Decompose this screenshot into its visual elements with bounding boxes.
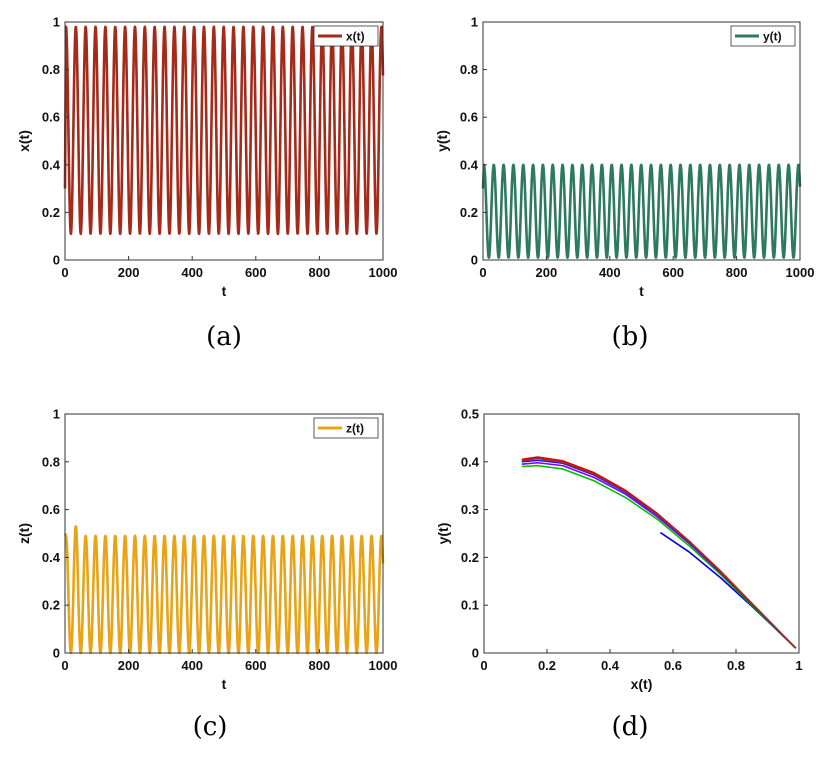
y-tick-label-a: 0 xyxy=(53,253,60,268)
axes-frame-a xyxy=(64,21,384,261)
x-tick-label-c: 800 xyxy=(309,658,331,673)
x-tick-label-a: 0 xyxy=(61,265,68,280)
x-tick-label-c: 0 xyxy=(61,658,68,673)
panel-b: 0 200 400 600 800 1000 0 0.2 0.4 0.6 0.8 1 t y(t) y(t)… xyxy=(418,0,837,381)
y-tick-label-a: 0.6 xyxy=(42,110,60,125)
legend-label-b: y(t) xyxy=(763,30,782,44)
legend-box-c xyxy=(313,417,379,439)
y-tick-label-c: 0 xyxy=(53,646,60,661)
chart-c-svg: 0 200 400 600 800 1000 0 0.2 0.4 0.6 0.8 1 t z(t) z(t) xyxy=(16,407,398,693)
x-tick-label-d: 0.4 xyxy=(601,658,620,673)
y-tick-label-b: 0.4 xyxy=(460,157,479,172)
y-tick-label-d: 0.2 xyxy=(461,550,479,565)
x-axis-label-a: t xyxy=(222,283,227,299)
x-tick-label-c: 1000 xyxy=(369,658,398,673)
y-axis-label-a: x(t) xyxy=(16,130,32,152)
x-tick-label-b: 200 xyxy=(536,265,558,280)
y-tick-label-d: 0.4 xyxy=(461,454,480,469)
y-axis-label-c: z(t) xyxy=(16,523,32,544)
chart-a-svg: 0 200 400 600 800 1000 0 0.2 0.4 0.6 0.8 1 t x(t) x(t) xyxy=(16,15,398,300)
y-tick-label-d: 0.1 xyxy=(461,598,479,613)
panel-d: 0 0.2 0.4 0.6 0.8 1 0 0.1 0.2 0.3 0.4 0.5 x(t) y(t) (… xyxy=(418,392,837,762)
y-tick-label-c: 1 xyxy=(53,407,60,422)
x-axis-label-b: t xyxy=(639,283,644,299)
x-tick-label-a: 1000 xyxy=(369,265,398,280)
x-tick-label-b: 1000 xyxy=(786,265,815,280)
x-tick-label-c: 400 xyxy=(181,658,203,673)
series-line-a-0 xyxy=(63,25,385,236)
y-tick-label-c: 0.2 xyxy=(42,598,60,613)
panel-a: 0 200 400 600 800 1000 0 0.2 0.4 0.6 0.8 1 t x(t) x(t)… xyxy=(0,0,418,381)
y-tick-label-a: 1 xyxy=(53,15,60,30)
x-tick-label-b: 600 xyxy=(662,265,684,280)
x-tick-label-b: 800 xyxy=(726,265,748,280)
x-axis-label-c: t xyxy=(222,676,227,692)
chart-d-svg: 0 0.2 0.4 0.6 0.8 1 0 0.1 0.2 0.3 0.4 0.5 x(t) y(t) xyxy=(435,407,803,693)
x-tick-label-d: 1 xyxy=(795,658,802,673)
x-tick-label-d: 0 xyxy=(480,658,487,673)
series-line-b-0 xyxy=(481,163,802,259)
chart-b-svg: 0 200 400 600 800 1000 0 0.2 0.4 0.6 0.8 1 t y(t) y(t) xyxy=(434,15,815,300)
y-axis-label-b: y(t) xyxy=(434,130,450,152)
y-tick-label-d: 0.5 xyxy=(461,407,479,422)
y-tick-label-c: 0.4 xyxy=(42,550,61,565)
caption-b: (b) xyxy=(611,322,649,352)
axes-frame-d xyxy=(483,413,800,654)
x-tick-label-d: 0.8 xyxy=(727,658,745,673)
x-tick-label-c: 200 xyxy=(118,658,140,673)
y-tick-label-d: 0 xyxy=(472,646,479,661)
y-tick-label-a: 0.2 xyxy=(42,205,60,220)
series-line-d-0 xyxy=(659,531,797,649)
caption-a: (a) xyxy=(206,322,242,352)
series-line-d-5 xyxy=(521,457,797,649)
caption-d: (d) xyxy=(611,712,649,742)
legend-label-a: x(t) xyxy=(346,30,365,44)
x-tick-label-a: 600 xyxy=(245,265,267,280)
x-tick-label-a: 200 xyxy=(118,265,140,280)
x-tick-label-d: 0.6 xyxy=(664,658,682,673)
x-tick-label-b: 0 xyxy=(479,265,486,280)
x-axis-label-d: x(t) xyxy=(631,676,653,692)
series-line-d-4 xyxy=(521,456,797,649)
y-tick-label-c: 0.8 xyxy=(42,454,60,469)
x-tick-label-a: 400 xyxy=(181,265,203,280)
x-tick-label-b: 400 xyxy=(599,265,621,280)
x-tick-label-c: 600 xyxy=(245,658,267,673)
y-tick-label-a: 0.8 xyxy=(42,62,60,77)
y-tick-label-b: 0.8 xyxy=(460,62,478,77)
series-line-d-3 xyxy=(521,459,797,649)
x-tick-label-d: 0.2 xyxy=(538,658,556,673)
panel-c: 0 200 400 600 800 1000 0 0.2 0.4 0.6 0.8 1 t z(t) z(t)… xyxy=(0,392,418,762)
y-tick-label-b: 0.2 xyxy=(460,205,478,220)
axes-frame-c xyxy=(64,413,384,654)
series-line-d-2 xyxy=(521,461,797,649)
legend-box-b xyxy=(730,25,796,47)
axes-frame-b xyxy=(482,21,801,261)
x-tick-label-a: 800 xyxy=(309,265,331,280)
y-tick-label-d: 0.3 xyxy=(461,502,479,517)
series-line-d-1 xyxy=(521,464,797,649)
y-axis-label-d: y(t) xyxy=(435,523,451,545)
caption-c: (c) xyxy=(192,712,228,742)
legend-box-a xyxy=(313,25,379,47)
y-tick-label-a: 0.4 xyxy=(42,157,61,172)
series-line-c-0 xyxy=(63,525,385,655)
y-tick-label-b: 0.6 xyxy=(460,110,478,125)
legend-label-c: z(t) xyxy=(346,422,364,436)
y-tick-label-c: 0.6 xyxy=(42,502,60,517)
y-tick-label-b: 0 xyxy=(471,253,478,268)
y-tick-label-b: 1 xyxy=(471,15,478,30)
